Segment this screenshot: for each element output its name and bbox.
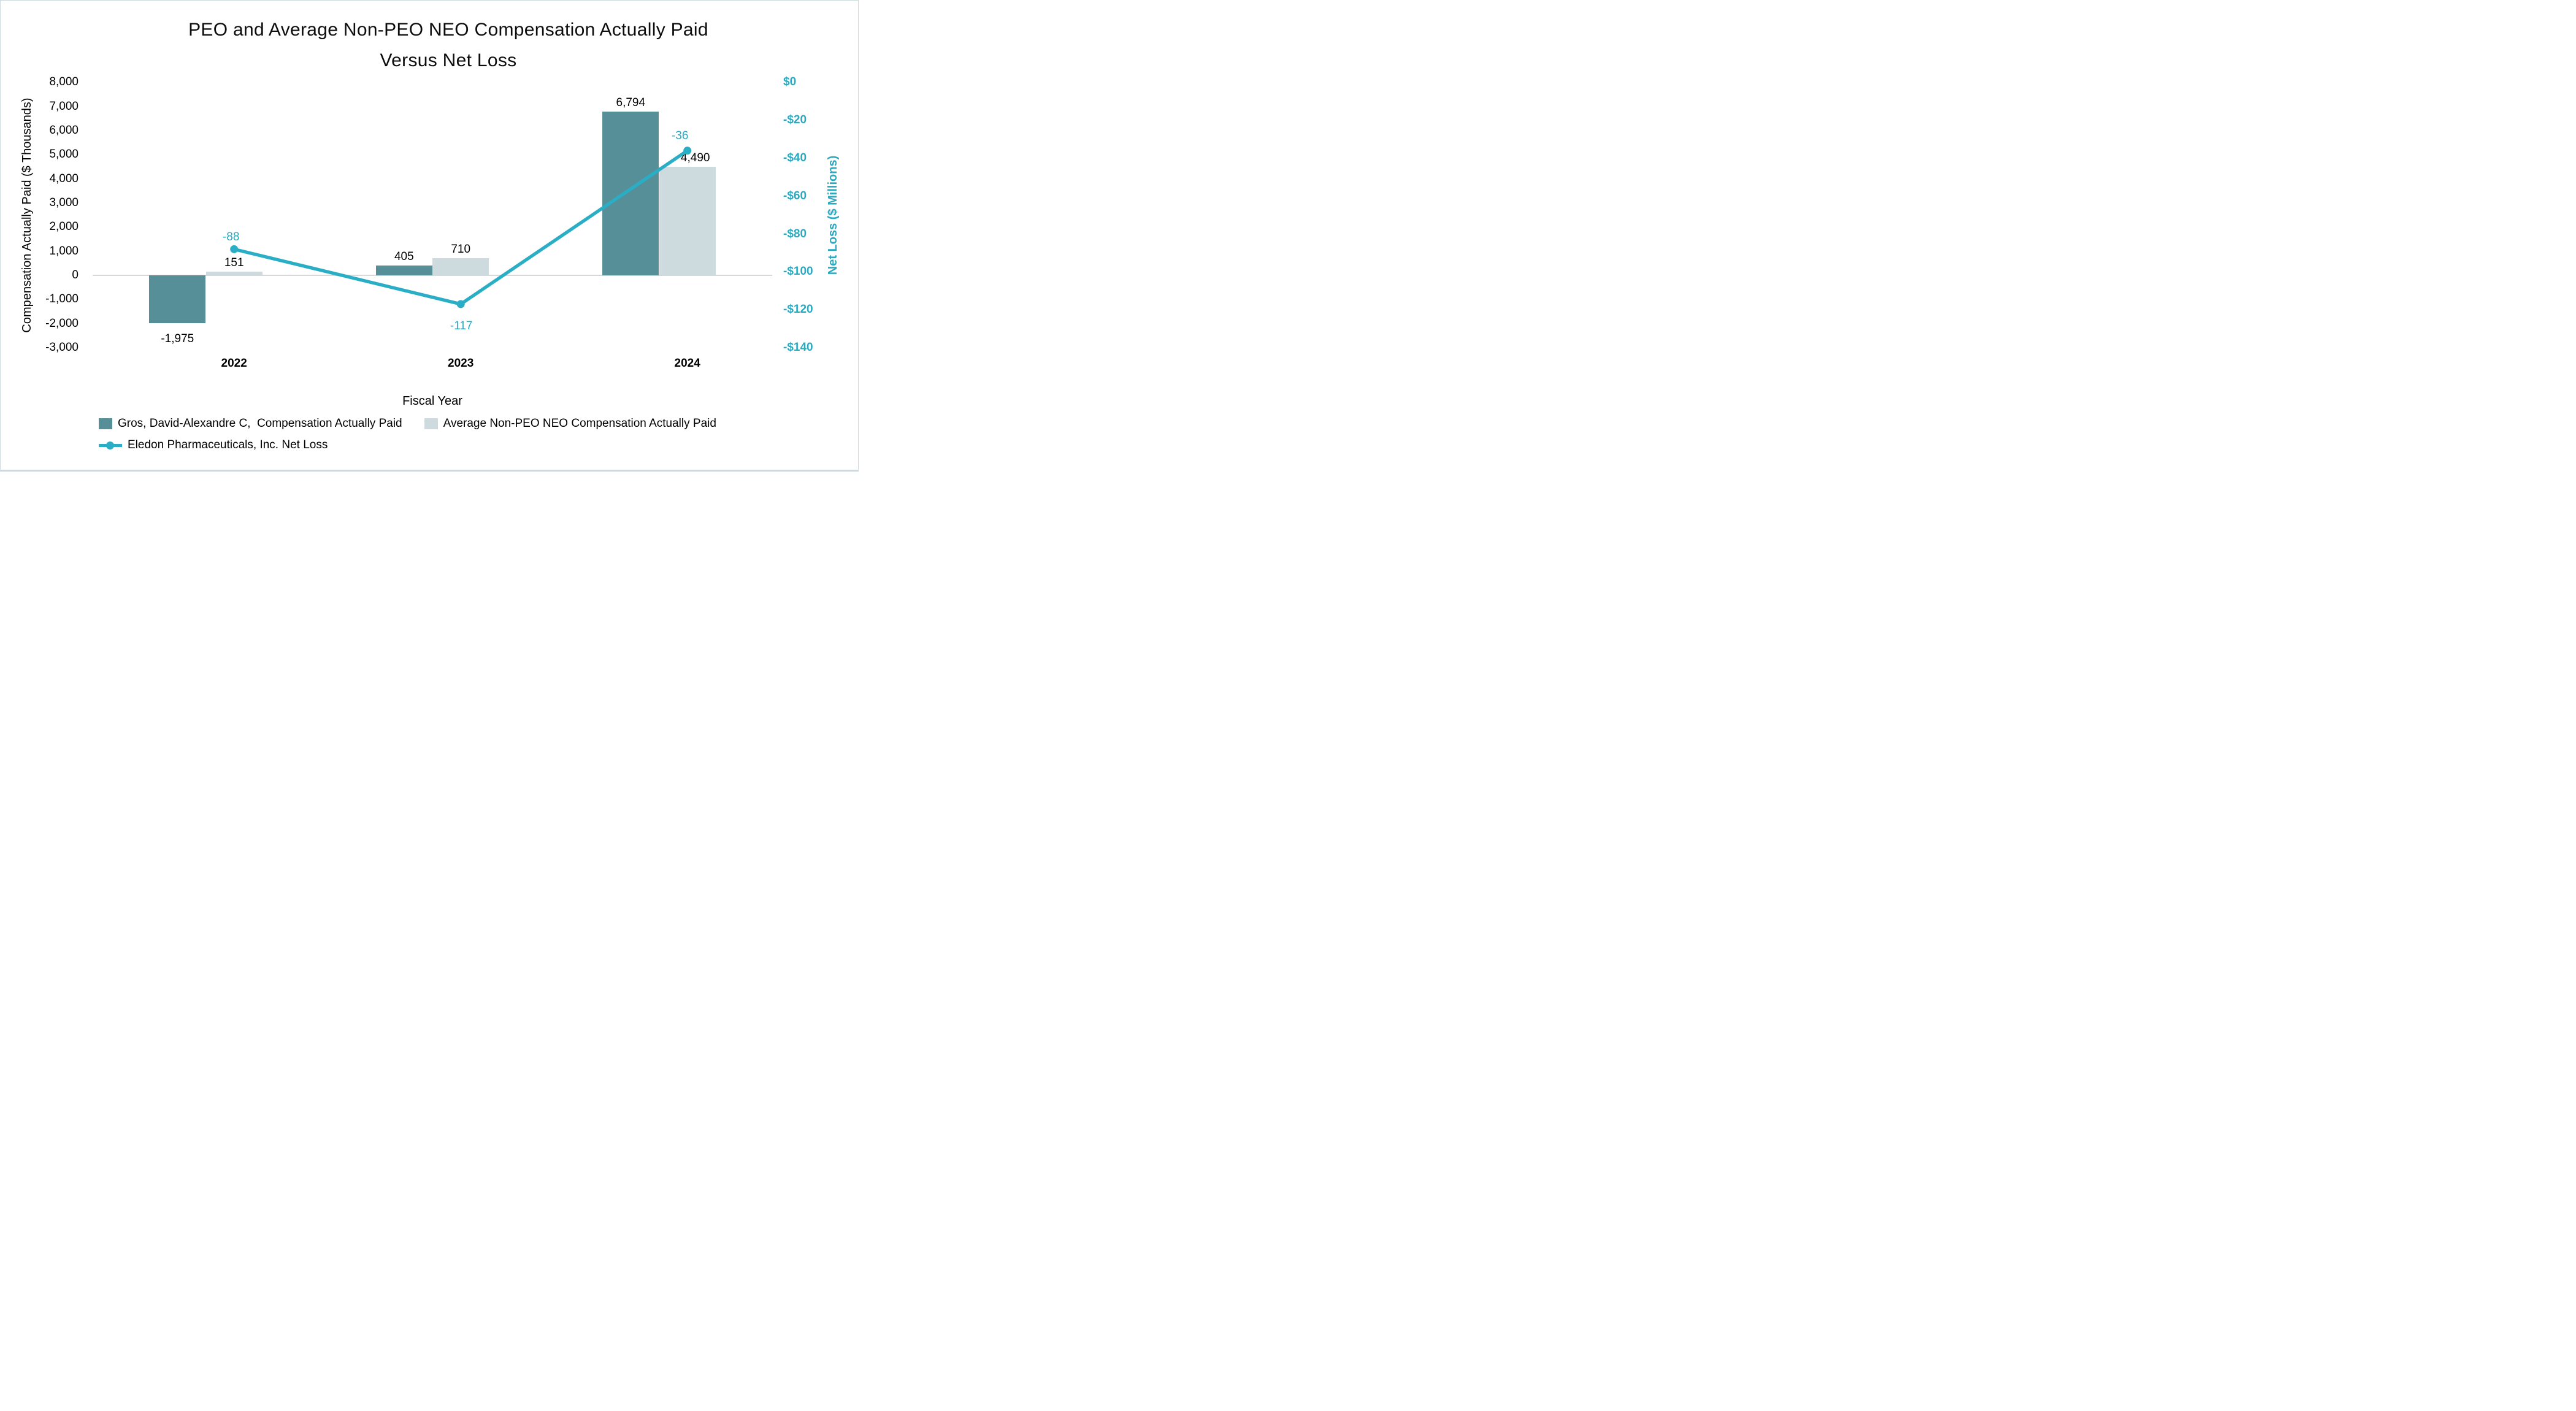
plot-area: 8,000 7,000 6,000 5,000 4,000 3,000 2,000 1,000…: [1, 1, 858, 470]
x-axis-line: [93, 275, 772, 276]
peo-bar-2023: [375, 266, 432, 275]
line-data-label: -36: [671, 129, 689, 142]
bar-data-label: 710: [451, 243, 471, 256]
right-axis-tick-label: -$60: [783, 189, 807, 202]
left-axis-tick-label: 4,000: [49, 172, 79, 185]
right-axis-tick-label: -$100: [783, 265, 813, 278]
net-loss-line-swatch-icon: [99, 440, 122, 451]
net-loss-marker-icon: [683, 147, 692, 155]
x-axis-category-label: 2023: [448, 357, 474, 370]
legend-entry-net-loss: Eledon Pharmaceuticals, Inc. Net Loss: [99, 438, 328, 453]
net-loss-line: [234, 149, 689, 306]
peo-bar-2024: [602, 111, 659, 275]
left-axis-tick-label: 8,000: [49, 75, 79, 89]
legend-label-peo: Gros, David-Alexandre C, Compensation Ac…: [118, 417, 402, 430]
line-data-label: -117: [450, 319, 473, 332]
bar-data-label: 151: [224, 256, 244, 270]
chart-title-line2: Versus Net Loss: [380, 50, 517, 71]
legend-row-2: Eledon Pharmaceuticals, Inc. Net Loss: [99, 438, 328, 453]
left-axis-tick-label: 5,000: [49, 148, 79, 161]
bar-data-label: 6,794: [616, 96, 646, 109]
x-axis-category-label: 2024: [674, 357, 700, 370]
right-axis-tick-label: -$120: [783, 303, 813, 316]
net-loss-marker-icon: [230, 245, 239, 253]
legend-entry-peo: Gros, David-Alexandre C, Compensation Ac…: [99, 416, 402, 431]
right-axis-tick-label: -$140: [783, 341, 813, 354]
left-axis-tick-label: -3,000: [45, 340, 79, 354]
line-data-label: -88: [222, 231, 240, 244]
peo-bar-2022: [149, 275, 206, 323]
legend-row-1: Gros, David-Alexandre C, Compensation Ac…: [99, 416, 716, 431]
left-axis-tick-label: 7,000: [49, 99, 79, 113]
peo-bar-swatch-icon: [99, 418, 112, 429]
left-axis-tick-label: 1,000: [49, 244, 79, 258]
x-axis-title: Fiscal Year: [402, 394, 462, 408]
chart-canvas: PEO and Average Non-PEO NEO Compensation…: [0, 0, 859, 472]
legend-label-net-loss: Eledon Pharmaceuticals, Inc. Net Loss: [128, 438, 328, 451]
right-axis-tick-label: -$20: [783, 113, 807, 127]
chart-title-line1: PEO and Average Non-PEO NEO Compensation…: [188, 20, 708, 40]
left-axis-tick-label: 2,000: [49, 220, 79, 234]
right-axis-tick-label: -$80: [783, 227, 807, 240]
legend-label-avg-neo: Average Non-PEO NEO Compensation Actuall…: [443, 417, 716, 430]
bar-data-label: -1,975: [161, 332, 194, 345]
avg-neo-bar-2022: [205, 272, 263, 275]
net-loss-line-series: [230, 147, 692, 308]
left-axis-tick-label: 0: [72, 269, 79, 281]
net-loss-marker-icon: [456, 300, 465, 308]
avg-neo-bar-2023: [432, 258, 489, 275]
left-axis-tick-label: -2,000: [45, 316, 79, 330]
left-axis-tick-label: 6,000: [49, 124, 79, 137]
right-axis-tick-label: -$40: [783, 151, 807, 164]
x-axis-category-label: 2022: [221, 357, 247, 370]
bar-data-label: 4,490: [680, 151, 710, 165]
legend-entry-avg-neo: Average Non-PEO NEO Compensation Actuall…: [424, 416, 716, 431]
bar-data-label: 405: [394, 250, 414, 264]
left-axis-tick-label: 3,000: [49, 196, 79, 209]
right-axis-tick-label: $0: [783, 75, 797, 89]
chart-title: PEO and Average Non-PEO NEO Compensation…: [50, 15, 847, 76]
left-axis-tick-label: -1,000: [45, 293, 79, 306]
avg-neo-bar-2024: [659, 167, 716, 275]
avg-neo-bar-swatch-icon: [424, 418, 438, 429]
